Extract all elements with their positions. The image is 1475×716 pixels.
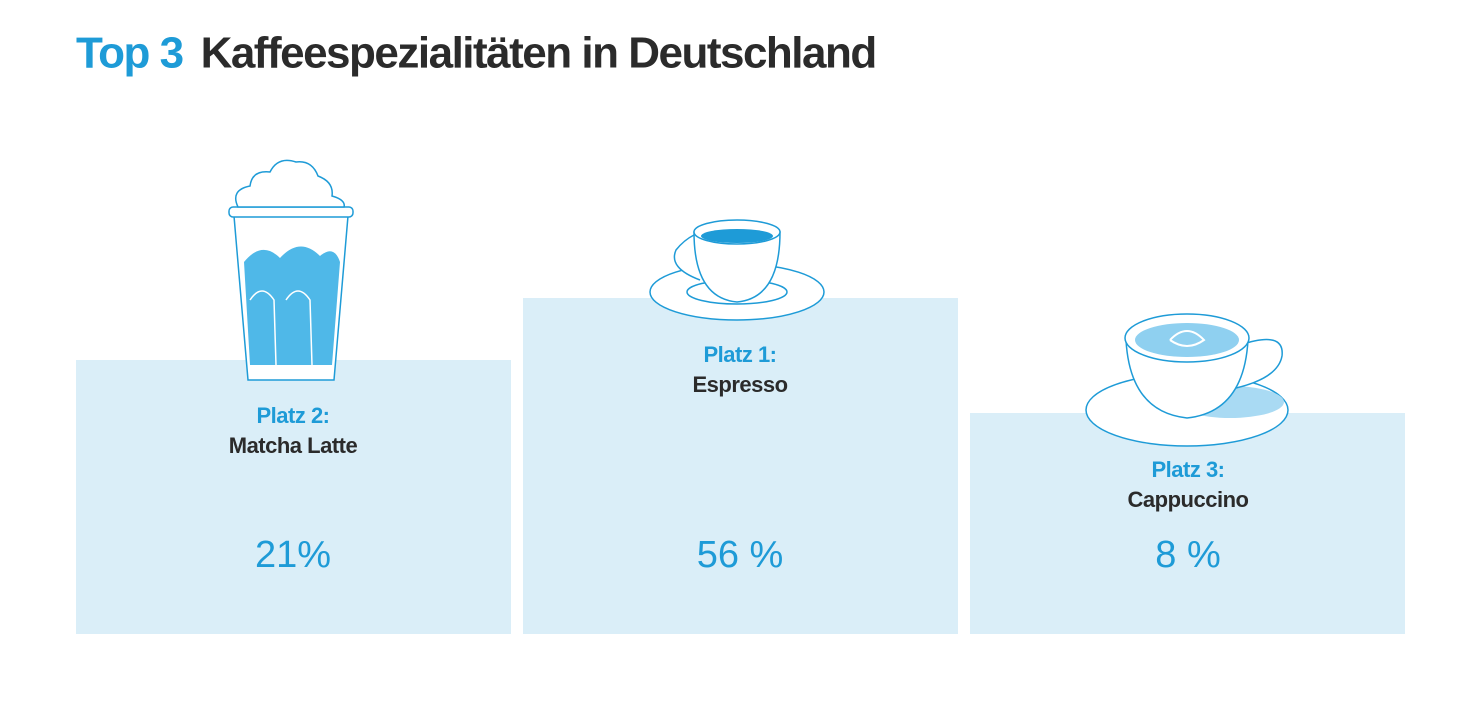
item-name: Cappuccino	[1128, 487, 1249, 512]
rank-label: Platz 1:	[703, 342, 776, 367]
share: 21%	[255, 534, 331, 576]
podium-box	[970, 413, 1405, 634]
title-highlight: Top 3	[76, 29, 183, 78]
cappuccino-illustration	[1085, 313, 1289, 447]
item-name: Espresso	[692, 372, 787, 397]
title: Kaffeespezialitäten in Deutschland	[201, 29, 876, 78]
espresso-illustration	[649, 219, 825, 321]
rank-label: Platz 3:	[1151, 457, 1224, 482]
podium-box	[76, 360, 511, 634]
podium-box	[523, 298, 958, 634]
share: 56 %	[697, 534, 784, 576]
latte-illustration	[228, 159, 354, 381]
rank-label: Platz 2:	[256, 403, 329, 428]
share: 8 %	[1155, 534, 1220, 576]
item-name: Matcha Latte	[229, 433, 358, 458]
